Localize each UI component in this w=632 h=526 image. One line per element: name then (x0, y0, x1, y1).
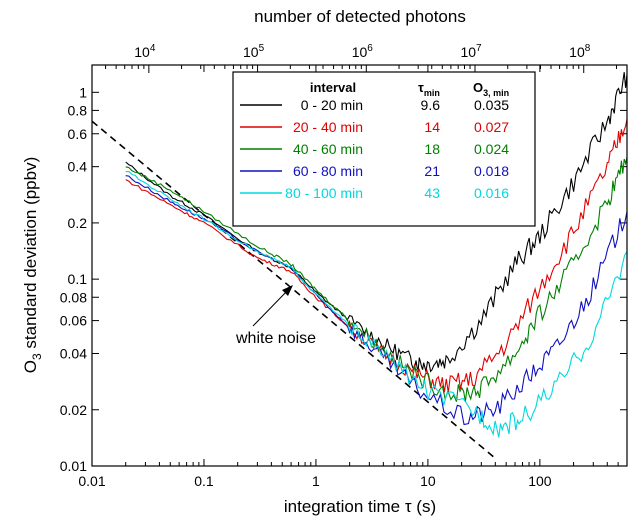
legend-header-o3: O3, min (473, 80, 509, 98)
legend-interval: 20 - 40 min (293, 119, 363, 135)
y-tick-label: 0.2 (68, 215, 88, 231)
top-tick-label: 105 (243, 43, 265, 60)
legend-tau-min: 21 (424, 163, 440, 179)
y-tick-label: 0.08 (60, 289, 87, 305)
x-tick-label: 0.01 (78, 473, 105, 489)
y-tick-label: 0.6 (68, 126, 88, 142)
legend-box (232, 71, 536, 227)
legend-interval: 80 - 100 min (285, 185, 363, 201)
x-tick-label: 1 (312, 473, 320, 489)
x-tick-label: 100 (528, 473, 552, 489)
y-tick-label: 0.1 (68, 271, 88, 287)
legend-tau-min: 18 (424, 141, 440, 157)
legend-o3-min: 0.016 (474, 185, 509, 201)
white-noise-arrow (252, 288, 290, 327)
top-tick-label: 106 (352, 43, 374, 60)
y-tick-label: 0.4 (68, 159, 88, 175)
top-axis-title: number of detected photons (254, 7, 466, 26)
x-tick-label: 10 (420, 473, 436, 489)
legend-interval: 0 - 20 min (301, 97, 363, 113)
legend-header-interval: interval (310, 80, 356, 95)
series-group (91, 72, 628, 459)
series-line (125, 175, 628, 426)
plot-frame (91, 64, 628, 467)
series-line (125, 72, 628, 373)
legend-group: interval τmin O3, min 0 - 20 min 9.6 0.035 20 … (232, 71, 536, 227)
legend-o3-min: 0.018 (474, 163, 509, 179)
legend-interval: 60 - 80 min (293, 163, 363, 179)
y-tick-label: 0.02 (60, 402, 87, 418)
x-axis-title: integration time τ (s) (284, 497, 436, 516)
y-tick-label: 0.01 (60, 458, 87, 474)
y-tick-label: 1 (79, 84, 87, 100)
legend-tau-min: 43 (424, 185, 440, 201)
series-line (125, 171, 628, 438)
legend-o3-min: 0.027 (474, 119, 509, 135)
x-tick-label: 0.1 (194, 473, 214, 489)
top-tick-label: 108 (569, 43, 591, 60)
legend-header-tau: τmin (418, 80, 440, 98)
legend-interval: 40 - 60 min (293, 141, 363, 157)
legend-tau-min: 14 (424, 119, 440, 135)
y-tick-label: 0.8 (68, 102, 88, 118)
y-tick-label: 0.04 (60, 346, 87, 362)
y-tick-label: 0.06 (60, 313, 87, 329)
white-noise-arrowhead (282, 285, 293, 296)
legend-o3-min: 0.024 (474, 141, 509, 157)
white-noise-label: white noise (235, 330, 316, 347)
top-tick-label: 107 (460, 43, 482, 60)
legend-tau-min: 9.6 (421, 97, 441, 113)
legend-o3-min: 0.035 (474, 97, 509, 113)
top-tick-label: 104 (134, 43, 156, 60)
series-line (125, 156, 628, 402)
y-axis-title: O3 standard deviation (ppbv) (21, 157, 44, 373)
